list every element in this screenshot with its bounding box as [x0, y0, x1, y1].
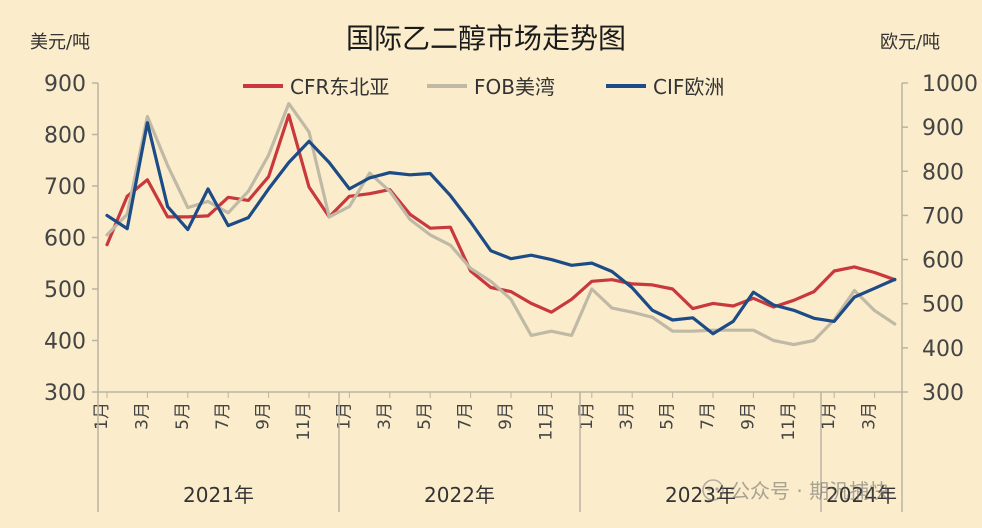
month-tick-label: 1月 [92, 402, 112, 430]
year-label: 2023年 [665, 483, 736, 507]
legend-label-cfr: CFR东北亚 [290, 75, 389, 99]
right-tick-label: 500 [922, 293, 964, 318]
month-tick-label: 3月 [132, 402, 152, 430]
watermark-text: 公众号 · 期汎捕快 [730, 479, 889, 503]
series-line-0 [105, 113, 897, 314]
month-tick-label: 11月 [779, 402, 799, 441]
year-label: 2021年 [183, 483, 254, 507]
legend-label-fob: FOB美湾 [474, 75, 555, 99]
right-tick-label: 700 [922, 204, 964, 229]
month-tick-label: 5月 [415, 402, 435, 430]
month-tick-label: 7月 [213, 402, 233, 430]
right-tick-label: 900 [922, 116, 964, 141]
right-tick-label: 600 [922, 249, 964, 274]
month-tick-label: 9月 [496, 402, 516, 430]
series-line-2 [105, 121, 897, 336]
legend: CFR东北亚 FOB美湾 CIF欧洲 [243, 75, 724, 99]
left-tick-label: 900 [44, 72, 86, 97]
month-tick-label: 1月 [577, 402, 597, 430]
left-axis-unit: 美元/吨 [30, 32, 90, 53]
month-tick-label: 5月 [658, 402, 678, 430]
left-tick-label: 300 [44, 381, 86, 406]
right-tick-label: 1000 [922, 72, 978, 97]
chart-title: 国际乙二醇市场走势图 [346, 22, 626, 55]
left-tick-label: 400 [44, 330, 86, 355]
left-tick-label: 600 [44, 227, 86, 252]
left-tick-label: 500 [44, 278, 86, 303]
month-tick-label: 3月 [617, 402, 637, 430]
watermark: 公众号 · 期汎捕快 [702, 479, 889, 503]
month-tick-label: 1月 [819, 402, 839, 430]
month-tick-label: 9月 [738, 402, 758, 430]
month-tick-label: 11月 [536, 402, 556, 441]
wechat-icon-eye-right [715, 487, 719, 491]
month-tick-label: 7月 [456, 402, 476, 430]
series-layer [105, 101, 897, 347]
month-tick-label: 3月 [860, 402, 880, 430]
month-tick-label: 5月 [173, 402, 193, 430]
year-label: 2022年 [424, 483, 495, 507]
right-tick-label: 400 [922, 337, 964, 362]
wechat-icon [702, 479, 724, 501]
month-tick-label: 3月 [375, 402, 395, 430]
right-tick-label: 300 [922, 381, 964, 406]
year-label: 2024年 [826, 483, 897, 507]
legend-label-cif: CIF欧洲 [653, 75, 724, 99]
month-tick-label: 1月 [334, 402, 354, 430]
right-axis-unit: 欧元/吨 [880, 32, 940, 53]
left-tick-label: 800 [44, 124, 86, 149]
series-line-1 [105, 101, 897, 347]
wechat-icon-eye-left [707, 487, 711, 491]
month-tick-label: 7月 [698, 402, 718, 430]
month-tick-label: 9月 [254, 402, 274, 430]
left-tick-label: 700 [44, 175, 86, 200]
month-tick-label: 11月 [294, 402, 314, 441]
right-tick-label: 800 [922, 160, 964, 185]
axes: 300 400 500 600 700 800 900 300 400 500 600 700 800 9… [44, 72, 978, 512]
